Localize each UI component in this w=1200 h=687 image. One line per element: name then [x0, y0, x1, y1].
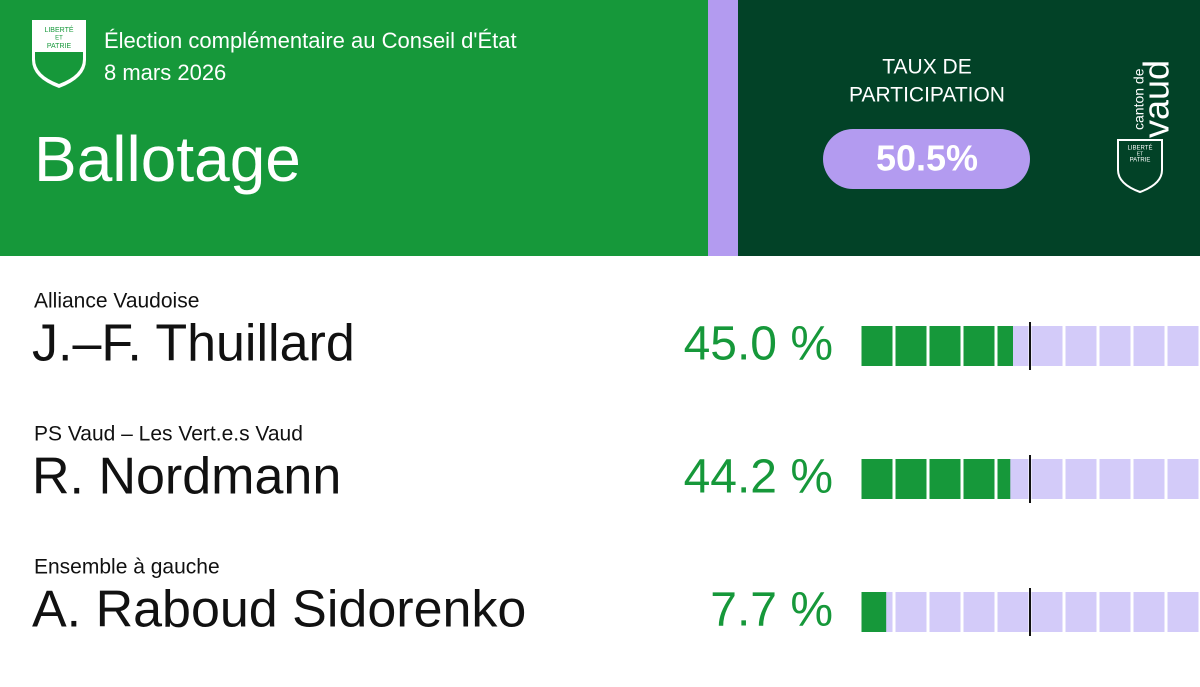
party: PS Vaud – Les Vert.e.s Vaud	[34, 423, 303, 446]
value-label: 7.7 %	[710, 584, 833, 637]
participation-label: TAUX DE	[882, 56, 971, 79]
participation-label: PARTICIPATION	[849, 84, 1005, 107]
brand-shield	[1117, 139, 1163, 194]
party: Alliance Vaudoise	[34, 290, 199, 313]
motto: ET	[55, 36, 63, 42]
participation-value: 50.5%	[876, 138, 978, 179]
participation-pill	[823, 129, 1030, 189]
election-date: 8 mars 2026	[104, 60, 226, 85]
header-band	[0, 0, 708, 256]
brand-small: canton de	[1131, 68, 1147, 130]
motto: LIBERTÉ	[44, 25, 73, 34]
election-title: Élection complémentaire au Conseil d'Éta…	[104, 28, 517, 53]
candidate-name: A. Raboud Sidorenko	[32, 581, 526, 639]
shield-top	[35, 23, 83, 52]
brand-motto: LIBERTÉ	[1128, 145, 1153, 152]
bar	[860, 326, 1013, 366]
motto: PATRIE	[47, 43, 72, 50]
result-status: Ballotage	[34, 123, 301, 195]
value-label: 45.0 %	[684, 318, 833, 371]
brand: canton de vaud	[1131, 60, 1177, 138]
value-label: 44.2 %	[684, 451, 833, 504]
brand-motto: PATRIE	[1130, 158, 1151, 164]
party: Ensemble à gauche	[34, 556, 220, 579]
bar	[860, 459, 1011, 499]
bar	[860, 592, 887, 632]
brand-large: vaud	[1136, 60, 1177, 138]
participation-panel	[738, 0, 1200, 256]
brand-motto: ET	[1137, 151, 1143, 157]
candidate-name: J.–F. Thuillard	[32, 315, 355, 373]
candidate-name: R. Nordmann	[32, 448, 341, 506]
accent-strip	[708, 0, 738, 256]
